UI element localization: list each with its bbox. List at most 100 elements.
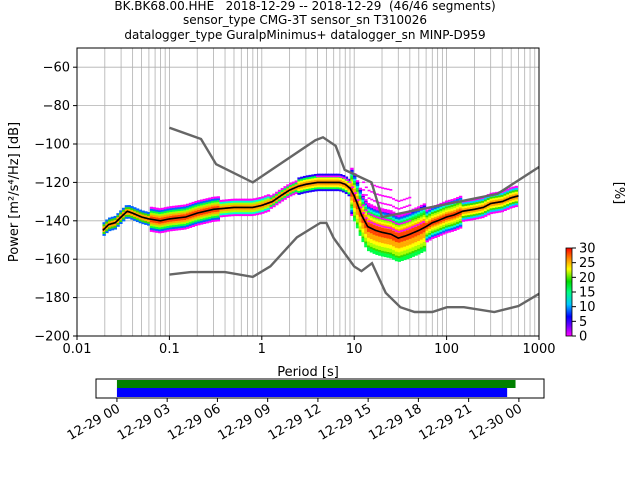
density-cell	[400, 226, 404, 229]
density-cell	[370, 214, 374, 216]
density-cell	[372, 215, 376, 218]
density-cell	[230, 214, 234, 217]
density-cell	[403, 254, 407, 257]
density-cell	[241, 212, 246, 215]
density-cell	[436, 230, 440, 234]
colorbar-label: [%]	[611, 182, 626, 205]
density-cell	[397, 225, 402, 228]
density-cell	[444, 206, 449, 209]
density-cell	[436, 206, 440, 209]
density-cell	[208, 214, 212, 217]
density-cell	[372, 184, 376, 187]
density-cell	[422, 245, 427, 248]
density-cell	[417, 242, 421, 245]
density-cell	[364, 201, 368, 204]
density-cell	[383, 212, 388, 215]
density-cell	[503, 193, 507, 196]
density-cell	[353, 182, 357, 185]
density-cell	[102, 229, 106, 233]
density-cell	[244, 202, 248, 205]
density-cell	[456, 220, 460, 223]
density-cell	[456, 216, 460, 219]
density-cell	[149, 222, 154, 225]
density-cell	[330, 185, 335, 188]
density-cell	[316, 189, 321, 192]
density-cell	[378, 221, 382, 224]
density-cell	[414, 220, 418, 224]
density-cell	[177, 220, 182, 223]
density-cell	[244, 212, 248, 215]
density-cell	[386, 226, 390, 229]
density-cell	[483, 199, 488, 202]
density-cell	[422, 214, 427, 217]
density-cell	[263, 201, 268, 204]
density-cell	[444, 227, 449, 230]
density-cell	[397, 219, 402, 222]
density-cell	[403, 238, 407, 241]
density-cell	[411, 252, 415, 255]
density-cell	[160, 217, 165, 220]
density-cell	[367, 202, 371, 206]
density-cell	[347, 182, 351, 185]
density-cell	[472, 213, 477, 217]
density-cell	[375, 252, 379, 255]
density-cell	[375, 233, 379, 236]
density-cell	[325, 187, 329, 190]
density-cell	[495, 209, 499, 212]
coverage-tick-label: 12-29 00	[65, 401, 123, 443]
density-cell	[403, 236, 407, 239]
density-cell	[447, 207, 452, 210]
density-cell	[364, 224, 368, 227]
density-cell	[364, 209, 368, 212]
density-cell	[216, 198, 221, 201]
density-cell	[300, 178, 304, 181]
density-cell	[369, 240, 374, 243]
density-cell	[314, 179, 318, 182]
density-cell	[403, 242, 407, 245]
density-cell	[495, 195, 499, 198]
density-cell	[297, 181, 301, 184]
density-cell	[350, 196, 354, 199]
density-cell	[483, 210, 488, 213]
density-cell	[411, 250, 415, 254]
density-cell	[394, 232, 399, 235]
density-cell	[163, 228, 168, 231]
density-cell	[319, 185, 324, 188]
density-cell	[386, 203, 390, 206]
density-cell	[211, 200, 215, 203]
density-cell	[355, 193, 360, 196]
density-cell	[152, 230, 156, 233]
density-cell	[369, 215, 374, 218]
density-cell	[353, 203, 357, 206]
density-cell	[372, 224, 376, 227]
density-cell	[367, 245, 371, 248]
density-cell	[186, 219, 190, 222]
density-cell	[341, 188, 346, 191]
density-cell	[152, 222, 156, 225]
density-cell	[163, 224, 168, 227]
density-cell	[470, 206, 474, 209]
density-cell	[389, 204, 393, 206]
density-cell	[417, 238, 421, 242]
density-cell	[447, 220, 452, 224]
density-cell	[400, 199, 404, 202]
density-cell	[511, 192, 516, 195]
density-cell	[149, 210, 154, 213]
density-cell	[255, 197, 259, 200]
density-cell	[152, 209, 156, 212]
density-cell	[343, 177, 347, 179]
density-cell	[506, 205, 510, 208]
density-cell	[397, 215, 401, 218]
density-cell	[135, 219, 140, 223]
density-cell	[208, 207, 212, 210]
density-cell	[191, 209, 195, 212]
density-cell	[186, 209, 190, 212]
density-cell	[199, 209, 204, 212]
density-cell	[495, 203, 499, 206]
density-cell	[152, 207, 156, 210]
density-cell	[433, 218, 438, 221]
density-cell	[414, 215, 418, 218]
density-cell	[364, 206, 368, 209]
density-cell	[417, 210, 421, 213]
density-cell	[447, 209, 452, 212]
